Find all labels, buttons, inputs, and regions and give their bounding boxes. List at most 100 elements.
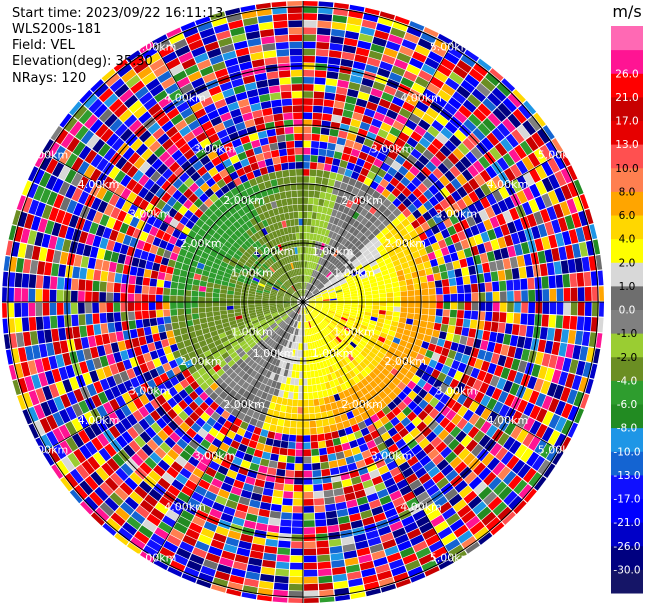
velocity-cell (356, 364, 364, 373)
velocity-cell (165, 369, 176, 380)
velocity-cell (193, 198, 204, 208)
velocity-cell (457, 230, 467, 241)
velocity-cell (307, 293, 313, 299)
velocity-cell (282, 331, 288, 339)
velocity-cell (325, 282, 332, 288)
velocity-cell (350, 171, 360, 180)
velocity-cell (246, 248, 254, 256)
velocity-cell (310, 441, 319, 449)
velocity-cell (410, 534, 425, 546)
velocity-cell (218, 204, 228, 214)
velocity-cell (296, 421, 303, 428)
velocity-cell (251, 387, 259, 396)
velocity-cell (333, 259, 340, 266)
velocity-cell (158, 521, 173, 534)
velocity-cell (152, 358, 162, 368)
velocity-cell (319, 323, 325, 330)
velocity-cell (303, 371, 307, 379)
velocity-cell (396, 327, 404, 334)
velocity-cell (352, 220, 360, 229)
velocity-cell (362, 347, 371, 355)
velocity-cell (377, 194, 387, 204)
velocity-cell (198, 307, 206, 313)
velocity-cell (581, 256, 590, 272)
velocity-cell (283, 369, 289, 377)
velocity-cell (84, 114, 98, 129)
velocity-cell (234, 193, 243, 202)
velocity-cell (117, 340, 127, 352)
velocity-cell (328, 230, 334, 239)
velocity-cell (86, 268, 95, 280)
velocity-cell (304, 282, 306, 290)
velocity-cell (491, 203, 502, 216)
velocity-cell (422, 113, 435, 125)
velocity-cell (445, 451, 458, 464)
velocity-cell (395, 438, 407, 449)
velocity-cell (103, 93, 119, 108)
velocity-cell (46, 141, 60, 158)
velocity-cell (506, 455, 520, 470)
velocity-cell (328, 395, 336, 403)
velocity-cell (352, 248, 360, 256)
velocity-cell (259, 350, 267, 358)
velocity-cell (310, 285, 315, 292)
velocity-cell (308, 300, 316, 302)
velocity-cell (78, 314, 86, 326)
velocity-cell (476, 222, 487, 234)
velocity-cell (472, 127, 486, 141)
velocity-cell (75, 125, 89, 141)
velocity-cell (233, 433, 243, 443)
velocity-cell (318, 440, 326, 449)
velocity-cell (330, 224, 337, 232)
velocity-cell (503, 490, 518, 506)
velocity-cell (310, 370, 315, 378)
velocity-cell (191, 491, 204, 503)
velocity-cell (152, 127, 165, 140)
velocity-cell (558, 246, 567, 261)
velocity-cell (366, 101, 378, 111)
velocity-cell (353, 141, 363, 151)
velocity-cell (293, 499, 303, 506)
velocity-cell (344, 426, 354, 435)
velocity-cell (341, 374, 349, 383)
velocity-cell (154, 447, 167, 459)
velocity-cell (448, 438, 460, 451)
velocity-cell (283, 299, 291, 301)
velocity-cell (148, 470, 162, 483)
velocity-cell (234, 291, 242, 296)
velocity-cell (278, 309, 285, 313)
velocity-cell (485, 311, 493, 322)
velocity-cell (103, 147, 117, 162)
velocity-cell (320, 312, 327, 317)
velocity-cell (350, 293, 358, 297)
velocity-cell (286, 148, 295, 156)
velocity-cell (256, 289, 263, 294)
velocity-cell (96, 368, 106, 381)
velocity-cell (203, 332, 212, 340)
velocity-cell (184, 314, 193, 321)
velocity-cell (134, 293, 142, 302)
velocity-cell (461, 267, 470, 277)
velocity-cell (486, 193, 497, 206)
velocity-cell (362, 280, 370, 286)
velocity-cell (447, 225, 457, 236)
velocity-cell (306, 283, 309, 290)
velocity-cell (496, 123, 511, 137)
velocity-cell (299, 364, 303, 372)
velocity-cell (184, 209, 194, 220)
velocity-cell (272, 263, 279, 270)
velocity-cell (476, 83, 491, 97)
velocity-cell (109, 78, 125, 93)
velocity-cell (260, 29, 274, 38)
velocity-cell (237, 260, 245, 268)
velocity-cell (425, 267, 433, 276)
velocity-cell (579, 194, 589, 210)
velocity-cell (257, 366, 265, 375)
velocity-cell (315, 56, 328, 64)
velocity-cell (195, 218, 205, 228)
velocity-cell (219, 400, 229, 410)
velocity-cell (394, 533, 409, 545)
velocity-cell (370, 236, 379, 245)
velocity-cell (500, 344, 510, 356)
velocity-cell (130, 80, 145, 94)
